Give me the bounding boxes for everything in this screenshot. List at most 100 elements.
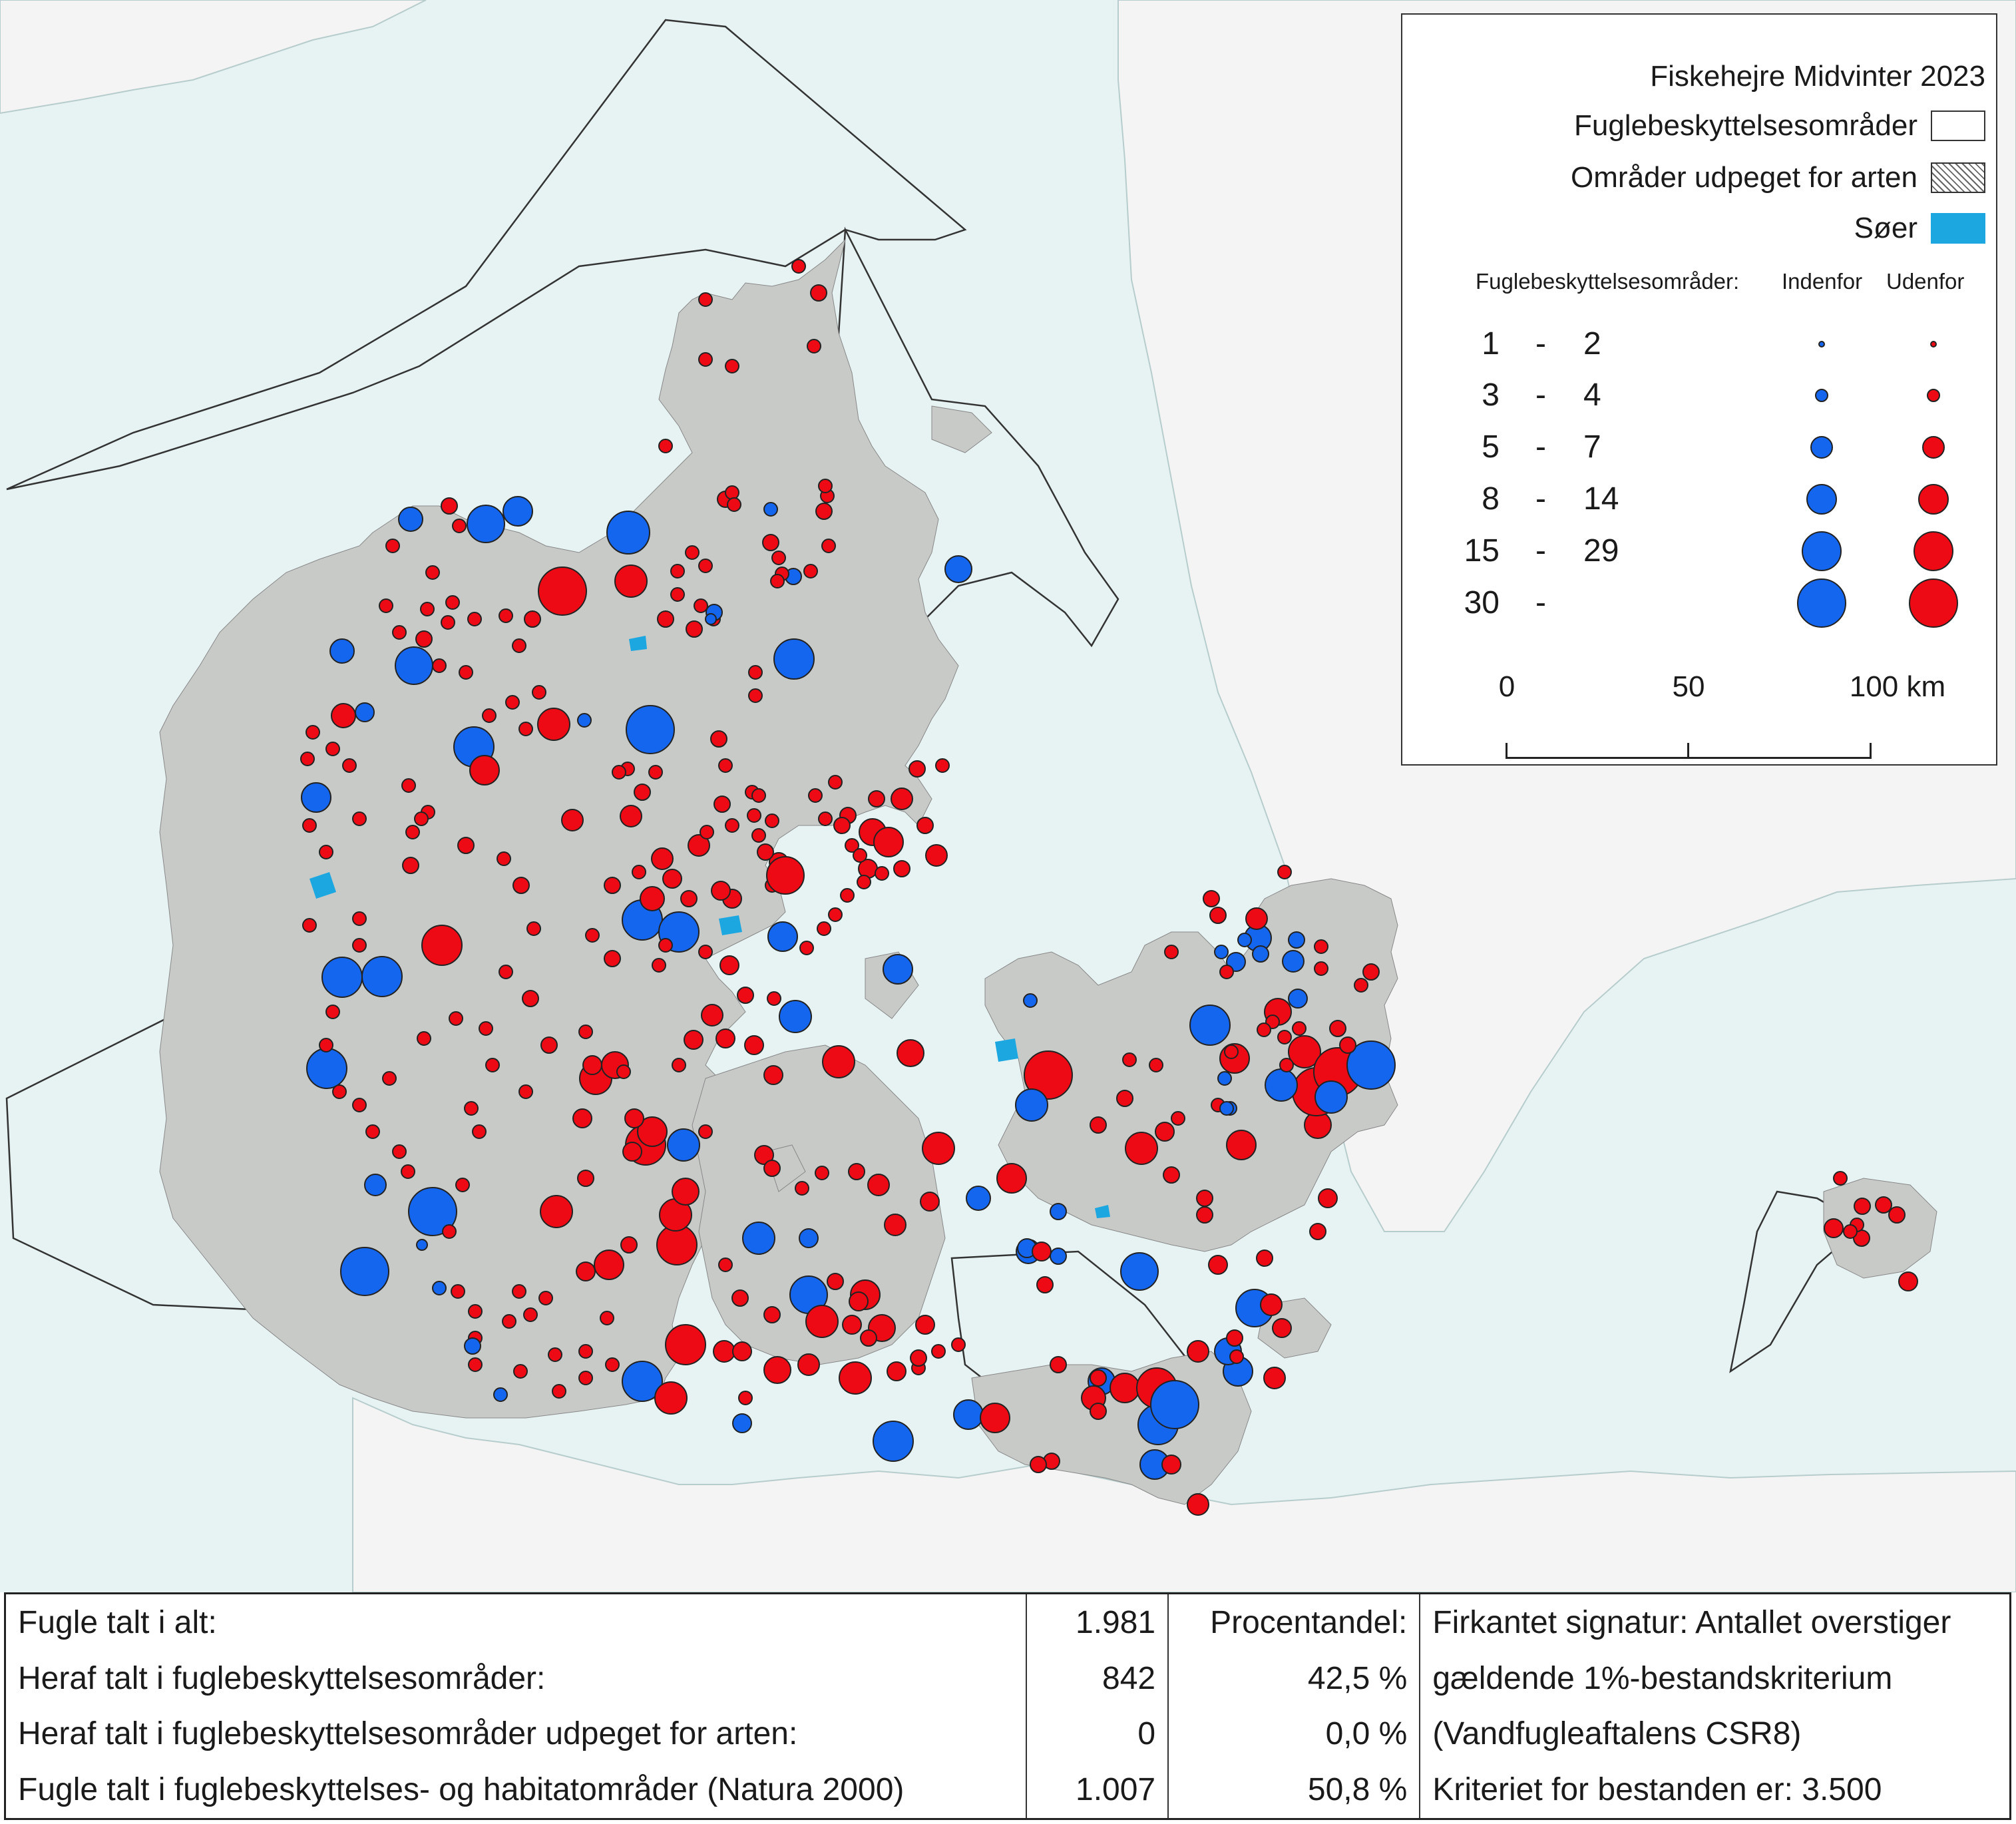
marker-outside — [698, 352, 713, 367]
legend-item-label: Fuglebeskyttelsesområder — [1573, 109, 1917, 142]
marker-outside — [925, 844, 948, 867]
stats-value: 1.007 — [1025, 1761, 1169, 1819]
marker-outside — [1263, 1367, 1286, 1389]
marker-outside — [891, 788, 913, 810]
stats-row: Fugle talt i alt: 1.981 Procentandel: Firka… — [4, 1593, 2011, 1651]
marker-inside — [1346, 1040, 1396, 1090]
marker-outside — [980, 1403, 1010, 1433]
marker-outside — [352, 1098, 367, 1112]
stats-percent: 42,5 % — [1167, 1650, 1420, 1706]
marker-outside — [860, 1329, 877, 1347]
marker-outside — [887, 1361, 907, 1381]
stats-value: 0 — [1025, 1706, 1169, 1762]
marker-outside — [807, 339, 821, 353]
marker-outside — [1196, 1206, 1213, 1224]
marker-outside — [897, 1039, 924, 1067]
marker-outside — [827, 1273, 844, 1290]
legend-item-protection: Fuglebeskyttelsesområder — [1574, 109, 1985, 142]
marker-inside — [622, 1361, 663, 1402]
marker-outside — [766, 856, 805, 895]
legend-item-label: Søer — [1854, 212, 1917, 244]
marker-outside — [392, 1144, 407, 1159]
marker-outside — [754, 1145, 774, 1165]
marker-inside — [398, 507, 423, 532]
marker-outside — [828, 907, 843, 922]
marker-outside — [634, 784, 651, 801]
marker-outside — [512, 638, 526, 653]
marker-outside — [762, 534, 779, 551]
marker-outside — [1030, 1456, 1047, 1473]
marker-inside — [1265, 1068, 1298, 1102]
marker-outside — [1226, 1329, 1243, 1347]
marker-outside — [497, 851, 511, 866]
marker-outside — [455, 1178, 470, 1192]
marker-outside — [737, 987, 754, 1004]
marker-outside — [731, 1289, 749, 1307]
marker-outside — [420, 602, 435, 616]
marker-outside — [763, 1356, 791, 1384]
marker-inside — [1314, 1080, 1348, 1114]
marker-outside — [1109, 1373, 1140, 1403]
marker-outside — [319, 845, 333, 859]
marker-outside — [1354, 978, 1368, 993]
marker-outside — [1260, 1293, 1283, 1316]
marker-outside — [828, 775, 843, 790]
marker-outside — [457, 837, 475, 854]
marker-outside — [686, 620, 703, 638]
marker-inside — [467, 505, 505, 543]
marker-outside — [1229, 1349, 1244, 1364]
marker-inside — [763, 502, 778, 517]
marker-outside — [808, 788, 823, 803]
marker-outside — [1203, 890, 1220, 907]
marker-outside — [1090, 1403, 1107, 1420]
marker-inside — [1023, 993, 1038, 1008]
marker-outside — [845, 838, 859, 853]
marker-inside — [1288, 931, 1305, 949]
marker-outside — [1224, 1044, 1239, 1059]
marker-inside — [944, 555, 972, 583]
legend-dot-inside — [1802, 531, 1842, 571]
marker-outside — [713, 796, 731, 813]
marker-outside — [1279, 1058, 1294, 1072]
marker-outside — [578, 1344, 593, 1359]
marker-inside — [799, 1228, 819, 1248]
marker-outside — [1149, 1058, 1163, 1072]
class-dash: - — [1535, 326, 1546, 361]
marker-outside — [1898, 1271, 1918, 1291]
marker-inside — [1120, 1252, 1159, 1291]
marker-outside — [352, 938, 367, 953]
marker-outside — [799, 941, 814, 955]
stats-note: gældende 1%-bestandskriterium — [1419, 1650, 2011, 1706]
legend-dot-outside — [1927, 389, 1940, 402]
class-to: 4 — [1583, 377, 1601, 413]
marker-outside — [701, 1004, 723, 1026]
marker-outside — [548, 1347, 562, 1362]
marker-outside — [518, 1084, 533, 1099]
marker-inside — [493, 1387, 508, 1402]
marker-outside — [523, 1307, 538, 1322]
marker-outside — [614, 565, 648, 598]
marker-outside — [648, 765, 663, 780]
legend-dot-outside — [1914, 531, 1953, 571]
marker-inside — [1237, 933, 1252, 947]
marker-outside — [441, 497, 458, 515]
marker-inside — [503, 496, 533, 527]
marker-outside — [840, 888, 855, 903]
marker-outside — [795, 1181, 809, 1196]
stats-label: Fugle talt i fuglebeskyttelses- og habit… — [4, 1761, 1026, 1819]
marker-outside — [1116, 1090, 1133, 1107]
marker-outside — [405, 825, 420, 839]
marker-outside — [620, 805, 642, 827]
marker-outside — [848, 1163, 865, 1180]
marker-outside — [908, 760, 926, 778]
marker-outside — [538, 1291, 553, 1305]
marker-outside — [688, 834, 710, 857]
marker-inside — [432, 1281, 447, 1295]
legend-dot-outside — [1918, 484, 1949, 515]
marker-outside — [332, 1084, 347, 1099]
marker-outside — [578, 1371, 593, 1385]
marker-outside — [725, 359, 739, 373]
marker-outside — [379, 598, 393, 613]
marker-outside — [1314, 961, 1328, 976]
legend-dot-outside — [1922, 436, 1945, 459]
